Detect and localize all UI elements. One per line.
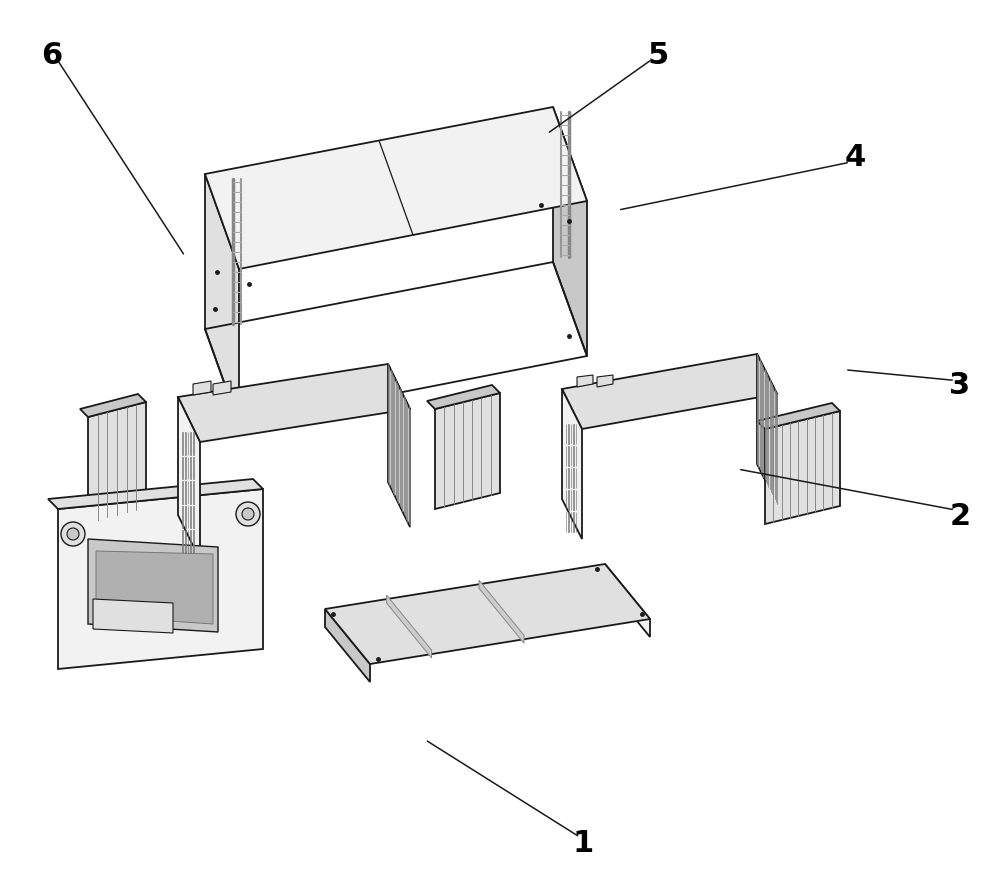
Polygon shape: [93, 599, 173, 633]
Polygon shape: [205, 175, 239, 424]
Polygon shape: [48, 479, 263, 509]
Polygon shape: [88, 540, 218, 633]
Polygon shape: [96, 551, 213, 625]
Polygon shape: [562, 354, 777, 430]
Text: 1: 1: [572, 828, 594, 857]
Polygon shape: [577, 376, 593, 387]
Polygon shape: [178, 398, 200, 560]
Polygon shape: [427, 385, 500, 409]
Polygon shape: [435, 393, 500, 509]
Text: 4: 4: [844, 144, 866, 172]
Polygon shape: [562, 390, 582, 540]
Polygon shape: [213, 382, 231, 395]
Text: 6: 6: [41, 42, 63, 70]
Text: 3: 3: [949, 371, 971, 400]
Polygon shape: [597, 376, 613, 387]
Polygon shape: [757, 403, 840, 430]
Polygon shape: [178, 364, 410, 442]
Polygon shape: [479, 580, 524, 643]
Circle shape: [242, 509, 254, 520]
Circle shape: [67, 528, 79, 540]
Polygon shape: [325, 610, 370, 682]
Polygon shape: [387, 595, 432, 658]
Polygon shape: [58, 489, 263, 669]
Text: 2: 2: [949, 501, 971, 530]
Polygon shape: [205, 108, 587, 269]
Text: 5: 5: [647, 42, 669, 70]
Polygon shape: [88, 402, 146, 523]
Polygon shape: [80, 394, 146, 417]
Circle shape: [61, 523, 85, 547]
Polygon shape: [553, 108, 587, 356]
Polygon shape: [388, 364, 410, 527]
Polygon shape: [605, 564, 650, 637]
Polygon shape: [325, 564, 650, 664]
Polygon shape: [193, 382, 211, 395]
Polygon shape: [757, 354, 777, 504]
Polygon shape: [765, 411, 840, 525]
Circle shape: [236, 502, 260, 526]
